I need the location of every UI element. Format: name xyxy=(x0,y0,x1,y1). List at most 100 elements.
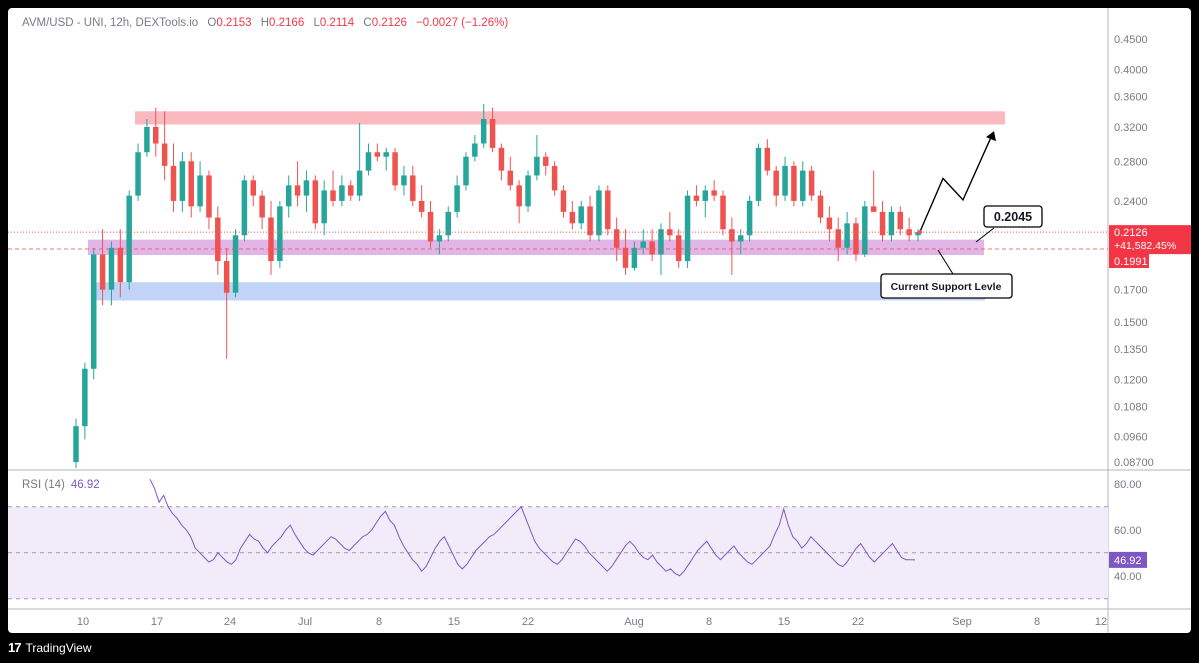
candle-body xyxy=(348,185,354,196)
high-label: H xyxy=(260,17,270,29)
candle-body xyxy=(303,180,310,196)
candle-body xyxy=(232,235,239,293)
target-pointer xyxy=(975,227,995,243)
price-tick: 0.1080 xyxy=(1114,401,1148,413)
candle-body xyxy=(418,200,425,212)
candle-body xyxy=(649,241,655,255)
support-price-badge xyxy=(1109,253,1149,268)
time-tick: Aug xyxy=(624,616,644,628)
rsi-tick: 80.00 xyxy=(1114,479,1142,491)
price-tick: 0.08700 xyxy=(1114,457,1154,469)
candle-body xyxy=(906,229,912,236)
price-tick: 0.1500 xyxy=(1114,317,1148,329)
candle-body xyxy=(153,126,159,144)
rsi-label: RSI (14) xyxy=(22,479,65,491)
chart-canvas[interactable]: 0.2045 Current Support Levle 0.4500 0.4000 0… xyxy=(8,8,1191,633)
time-tick: 15 xyxy=(778,616,790,628)
candle-body xyxy=(534,156,540,176)
candle-body xyxy=(117,247,124,283)
candle-body xyxy=(170,165,177,201)
candle-body xyxy=(223,261,230,293)
change-value: −0.0027 (−1.26%) xyxy=(416,17,509,29)
candle-body xyxy=(507,170,514,186)
candle-body xyxy=(862,206,868,255)
candle-body xyxy=(135,152,141,196)
time-tick: 8 xyxy=(1034,616,1040,628)
candle-body xyxy=(817,195,824,218)
candle-body xyxy=(321,190,327,224)
candle-body xyxy=(330,190,336,201)
candle-body xyxy=(383,152,389,157)
candle-body xyxy=(791,165,797,201)
tradingview-logo-icon: 17 xyxy=(8,640,22,655)
candle-body xyxy=(161,143,168,166)
candle-body xyxy=(879,211,886,236)
candle-body xyxy=(410,175,416,201)
candle-body xyxy=(897,211,904,230)
last-price-change: +41,582.45% xyxy=(1114,240,1176,252)
projection-path xyxy=(919,134,993,232)
time-tick: 8 xyxy=(376,616,382,628)
zone-current-support xyxy=(88,239,984,256)
candle-body xyxy=(454,185,460,212)
rsi-tick: 60.00 xyxy=(1114,525,1142,537)
projection-arrowhead-icon xyxy=(986,131,996,142)
candle-body xyxy=(622,247,629,268)
candle-body xyxy=(693,195,700,201)
time-tick: 15 xyxy=(448,616,460,628)
low-value: 0.2114 xyxy=(319,17,355,29)
candle-body xyxy=(525,175,531,207)
candle-body xyxy=(755,147,762,201)
time-tick: 22 xyxy=(852,616,864,628)
candle-body xyxy=(667,229,673,236)
candle-body xyxy=(463,156,469,186)
candle-body xyxy=(73,426,79,463)
candle-body xyxy=(356,170,363,196)
time-tick: 12 xyxy=(1095,616,1107,628)
symbol-header: AVM/USD - UNI, 12h, DEXTools.io O0.2153 … xyxy=(22,17,508,29)
zone-lower-support xyxy=(96,282,985,301)
price-tick: 0.1350 xyxy=(1114,344,1148,356)
candle-body xyxy=(480,118,487,144)
candle-body xyxy=(711,190,717,196)
candle-body xyxy=(401,175,407,186)
rsi-last-value: 46.92 xyxy=(1114,555,1142,567)
zone-resistance xyxy=(135,111,1005,125)
candle-body xyxy=(915,232,921,236)
high-value: 0.2166 xyxy=(269,17,305,29)
candle-body xyxy=(268,217,274,262)
candle-body xyxy=(702,190,709,201)
candle-body xyxy=(569,211,576,224)
candle-body xyxy=(729,229,735,242)
candle-body xyxy=(675,235,682,262)
candle-body xyxy=(737,235,744,242)
open-value: 0.2153 xyxy=(216,17,252,29)
candle-body xyxy=(684,195,691,262)
rsi-band xyxy=(8,506,1108,599)
candle-body xyxy=(241,180,248,236)
candle-body xyxy=(436,235,443,242)
candle-body xyxy=(90,254,97,369)
time-tick: 24 xyxy=(224,616,236,628)
footer: 17 TradingView xyxy=(8,640,92,655)
price-tick: 0.4500 xyxy=(1114,34,1148,46)
candle-body xyxy=(764,147,771,171)
candle-body xyxy=(844,223,850,248)
candle-body xyxy=(631,247,638,268)
rsi-last-badge xyxy=(1109,551,1147,568)
price-tick: 0.2800 xyxy=(1114,156,1148,168)
last-price-value: 0.2126 xyxy=(1114,227,1148,239)
candle-body xyxy=(773,170,779,196)
candle-body xyxy=(445,211,452,236)
time-tick: 10 xyxy=(77,616,89,628)
time-tick: 22 xyxy=(522,616,534,628)
time-tick: 8 xyxy=(706,616,712,628)
candle-body xyxy=(640,241,646,248)
candle-body xyxy=(259,195,265,218)
candle-body xyxy=(605,190,611,230)
candle-body xyxy=(427,211,434,242)
candle-body xyxy=(277,206,283,262)
price-tick: 0.0960 xyxy=(1114,432,1148,444)
candle-body xyxy=(285,185,292,207)
rsi-tick: 40.00 xyxy=(1114,571,1142,583)
